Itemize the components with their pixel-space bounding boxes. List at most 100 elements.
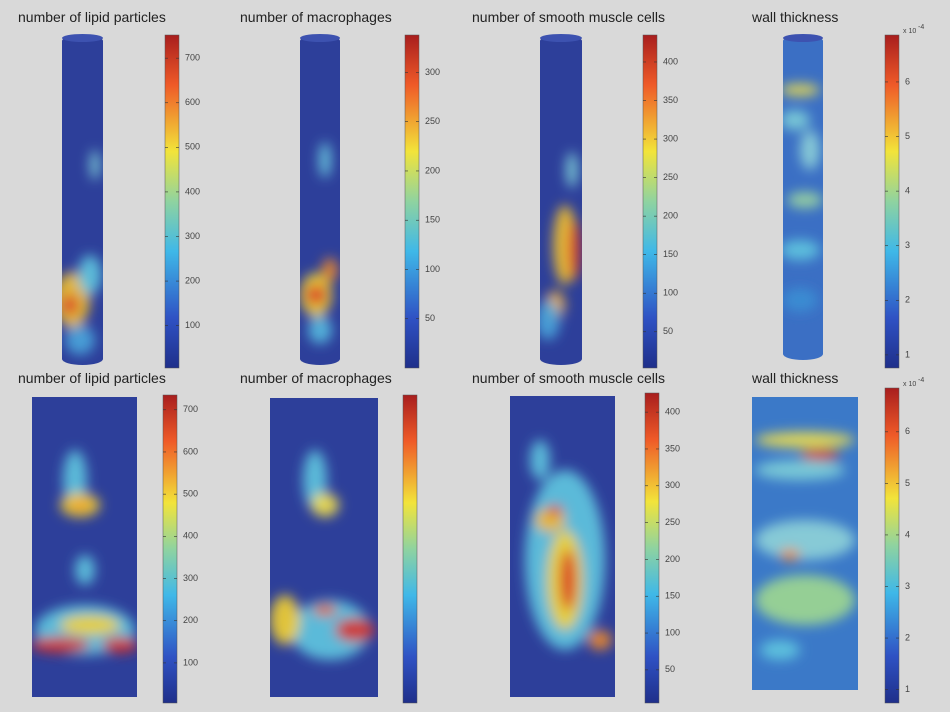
colorbar-tick-label: 100 (185, 320, 200, 330)
heat-blob (306, 285, 326, 305)
heat-blob (760, 640, 800, 660)
colorbar-tick-label: 400 (183, 531, 198, 541)
colorbar-tick-label: 600 (183, 446, 198, 456)
heat-blob (319, 142, 331, 178)
colorbar-tick-label: 1 (905, 684, 910, 694)
heat-blob (755, 575, 855, 625)
colorbar (405, 35, 419, 368)
colorbar (645, 393, 659, 703)
colorbar-tick-label: 100 (665, 627, 680, 637)
colorbar-tick-label: 250 (425, 116, 440, 126)
heat-blob (62, 295, 78, 315)
heat-blob (588, 630, 612, 650)
tube-top (62, 34, 103, 42)
heat-blob (780, 240, 820, 260)
panel-title: number of lipid particles (18, 370, 166, 386)
colorbar-tick-label: 6 (905, 426, 910, 436)
heat-blob (755, 460, 845, 480)
tube-top (783, 34, 823, 42)
heatmap (780, 35, 823, 360)
colorbar (163, 395, 177, 703)
heat-blob (755, 520, 855, 560)
heat-blob (75, 555, 95, 585)
colorbar-tick-label: 2 (905, 632, 910, 642)
heat-blob (78, 255, 102, 295)
colorbar-tick-label: 50 (665, 664, 675, 674)
colorbar-tick-label: 700 (183, 404, 198, 414)
scale-exponent: -4 (918, 377, 924, 384)
colorbar-tick-label: 50 (425, 313, 435, 323)
heatmap (300, 35, 340, 365)
colorbar-tick-label: 250 (663, 172, 678, 182)
colorbar-tick-label: 300 (183, 573, 198, 583)
heat-blob (569, 220, 581, 280)
colorbar-tick-label: 4 (905, 529, 910, 539)
scale-label: x 10 (903, 381, 916, 388)
heat-blob (780, 549, 800, 561)
heat-blob (755, 432, 855, 448)
colorbar-tick-label: 4 (905, 186, 910, 196)
heatmap (510, 396, 615, 697)
colorbar-tick-label: 150 (665, 591, 680, 601)
colorbar-tick-label: 100 (425, 264, 440, 274)
heat-blob (30, 637, 90, 653)
colorbar-tick-label: 3 (905, 240, 910, 250)
heatmap (270, 398, 378, 697)
panel-title: number of smooth muscle cells (472, 370, 665, 386)
panel-title: number of macrophages (240, 370, 392, 386)
colorbar-tick-label: 500 (185, 142, 200, 152)
heat-blob (322, 258, 338, 282)
heat-blob (566, 152, 578, 188)
heat-blob (308, 316, 332, 344)
colorbar-tick-label: 100 (663, 288, 678, 298)
heat-blob (547, 505, 563, 515)
panel-title: number of macrophages (240, 9, 392, 25)
colorbar-tick-label: 6 (905, 76, 910, 86)
heat-blob (311, 493, 339, 517)
colorbar (643, 35, 657, 368)
colorbar-tick-label: 250 (665, 517, 680, 527)
scale-label: x 10 (903, 28, 916, 35)
colorbar-tick-label: 350 (665, 443, 680, 453)
figure: number of lipid particles 100 200 300 400 500… (0, 0, 950, 712)
scale-exponent: -4 (918, 24, 924, 31)
colorbar-tick-label: 150 (663, 249, 678, 259)
heat-blob (780, 110, 810, 130)
colorbar-tick-label: 200 (665, 554, 680, 564)
colorbar-tick-label: 1 (905, 349, 910, 359)
heat-blob (787, 192, 823, 208)
heat-blob (270, 595, 300, 645)
panel-title: number of smooth muscle cells (472, 9, 665, 25)
colorbar-tick-label: 500 (183, 489, 198, 499)
heat-blob (65, 325, 95, 355)
colorbar-tick-label: 300 (663, 133, 678, 143)
tube-top (540, 34, 582, 42)
colorbar (403, 395, 417, 703)
colorbar-tick-label: 200 (183, 615, 198, 625)
colorbar-tick-label: 400 (185, 186, 200, 196)
panel: number of lipid particles 100 200 300 400 500… (18, 370, 198, 703)
heat-blob (60, 615, 120, 635)
heat-blob (102, 637, 138, 653)
heat-blob (90, 150, 100, 180)
colorbar-tick-label: 300 (425, 67, 440, 77)
heatmap (536, 35, 582, 365)
colorbar-tick-label: 600 (185, 97, 200, 107)
heat-blob (780, 84, 820, 96)
heat-blob (68, 499, 92, 511)
colorbar-tick-label: 50 (663, 326, 673, 336)
heatmap (30, 397, 138, 697)
heat-blob (335, 618, 375, 642)
colorbar-tick-label: 5 (905, 131, 910, 141)
tube-top (300, 34, 340, 42)
colorbar-tick-label: 400 (665, 407, 680, 417)
colorbar-tick-label: 700 (185, 53, 200, 63)
colorbar-tick-label: 300 (665, 480, 680, 490)
colorbar-tick-label: 2 (905, 295, 910, 305)
panel-title: wall thickness (751, 370, 838, 386)
colorbar (165, 35, 179, 368)
colorbar (885, 388, 899, 703)
colorbar (885, 35, 899, 368)
colorbar-tick-label: 300 (185, 231, 200, 241)
colorbar-tick-label: 100 (183, 657, 198, 667)
